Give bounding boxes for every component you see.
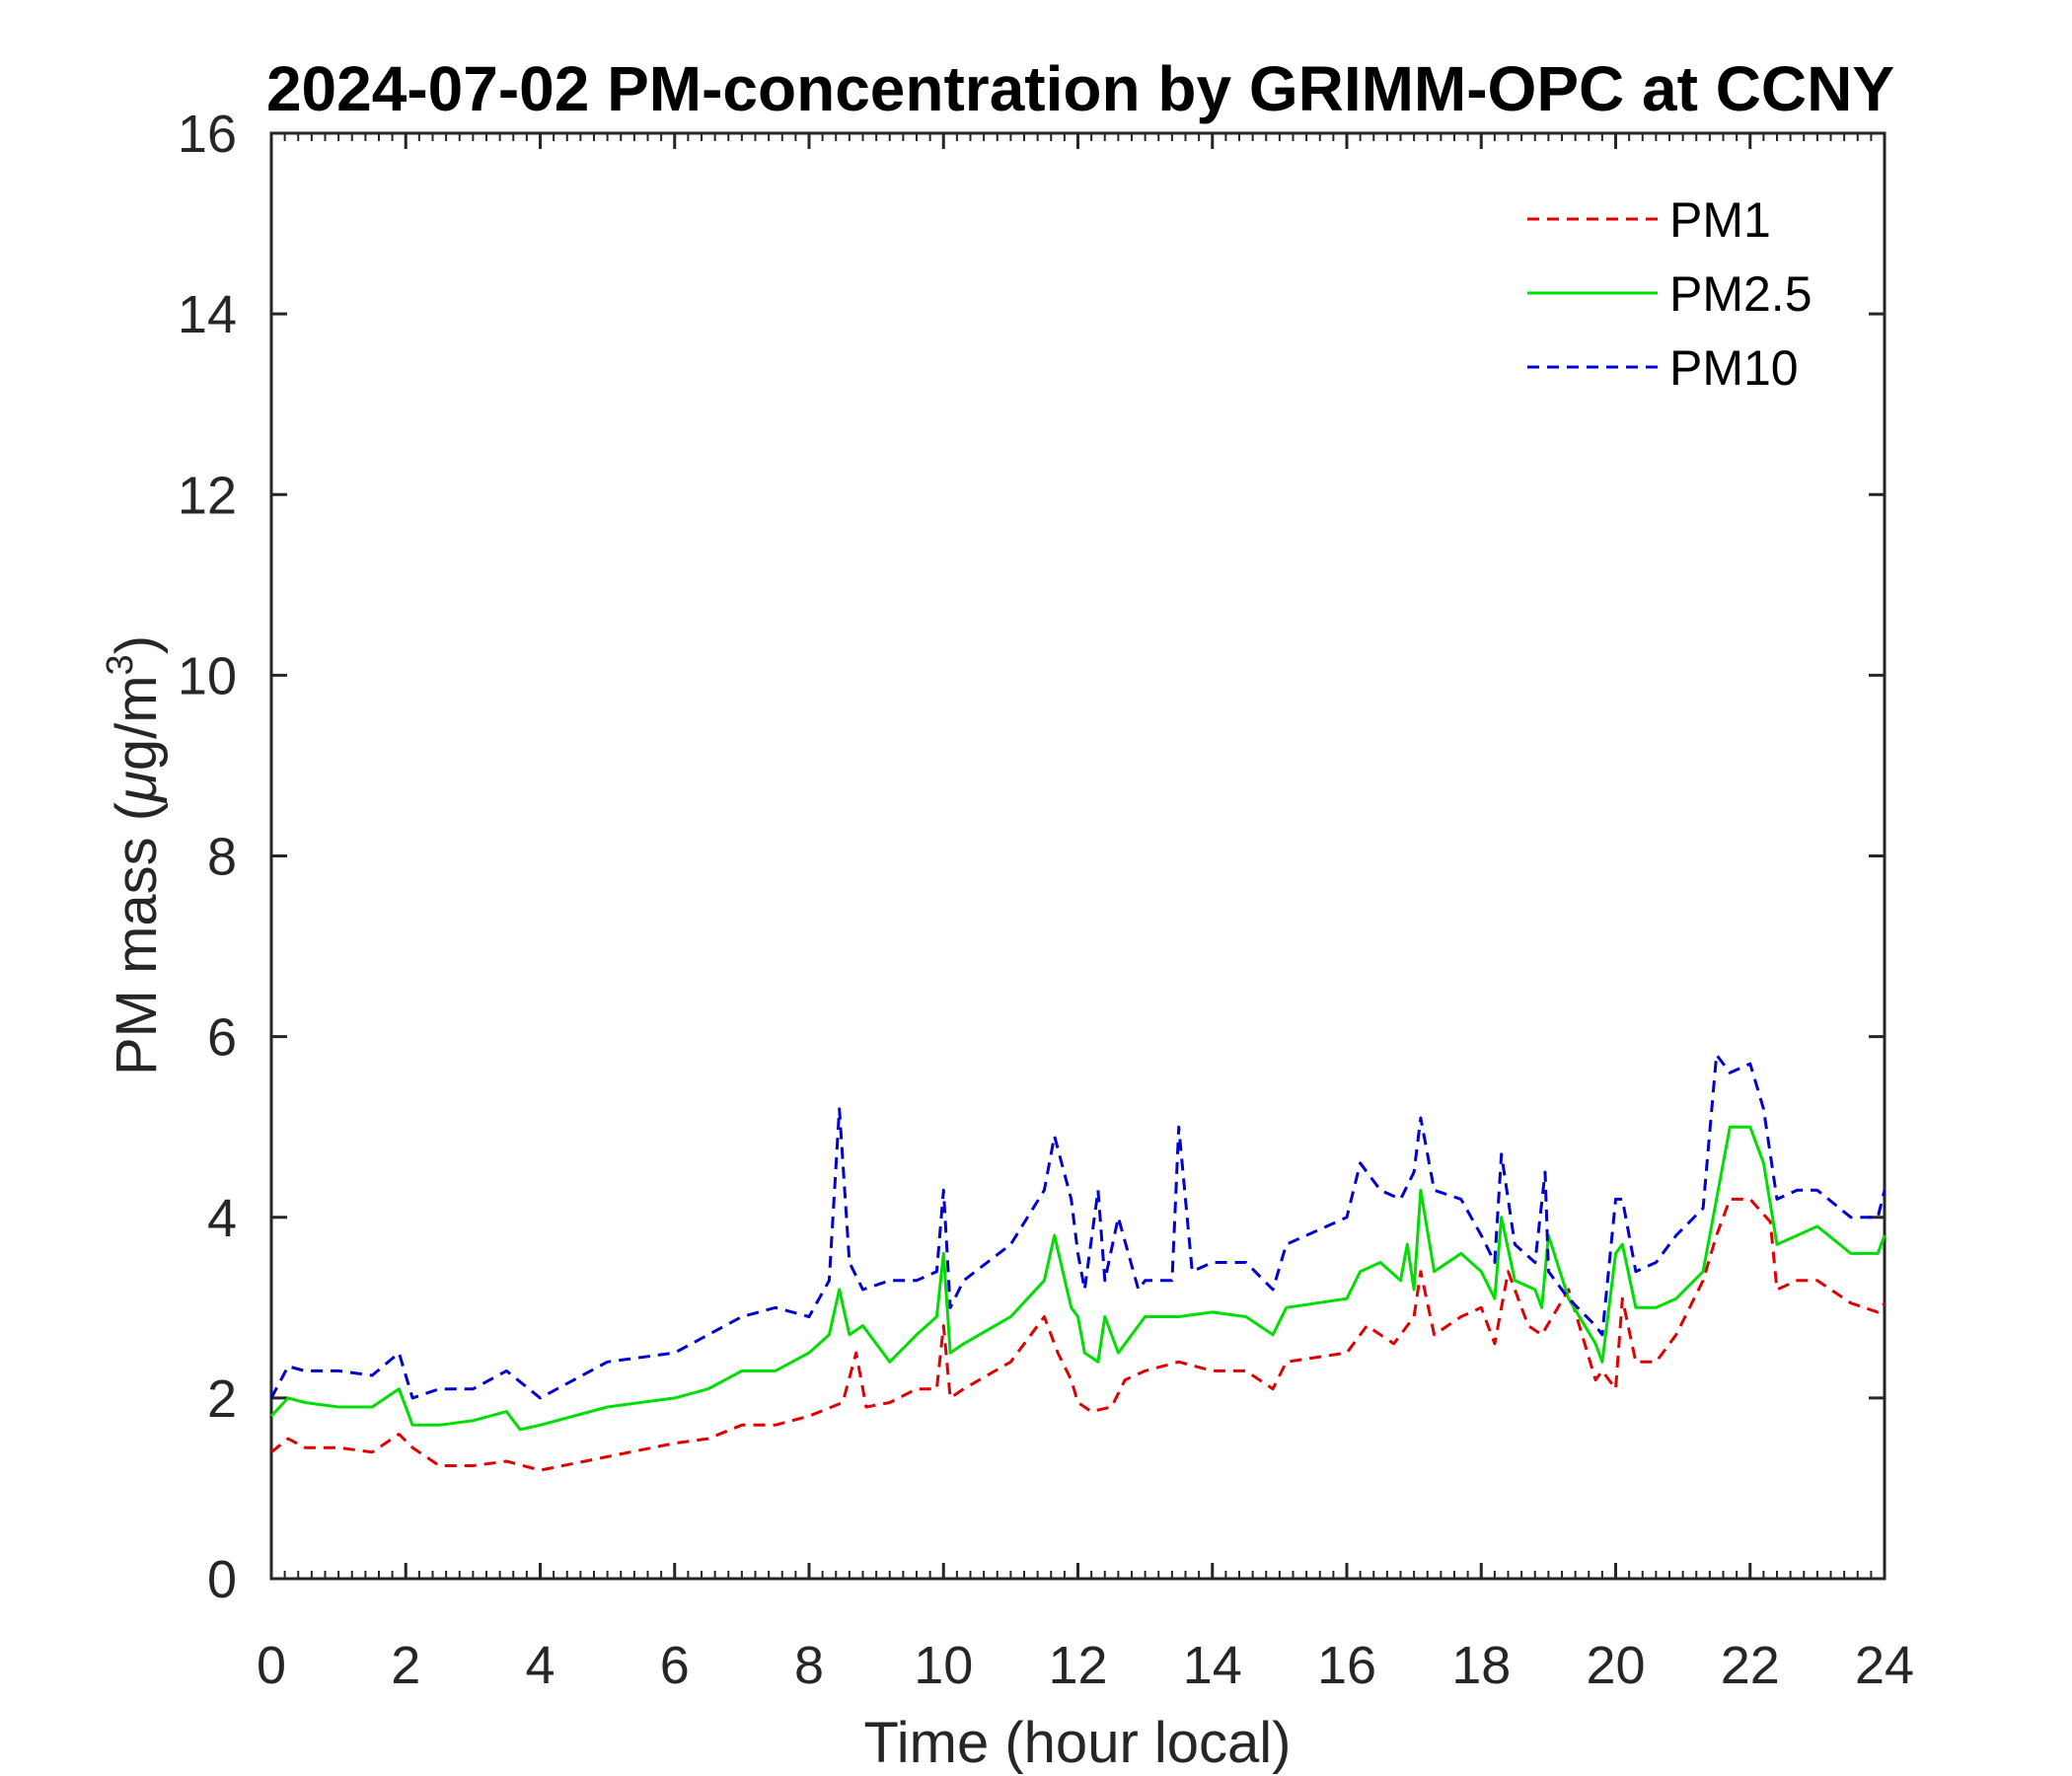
x-tick-label: 16 [1317, 1636, 1376, 1695]
x-tick-label: 8 [794, 1636, 824, 1695]
x-tick-label: 24 [1855, 1636, 1914, 1695]
x-tick-label: 18 [1451, 1636, 1511, 1695]
y-axis-label-mu: μ [105, 771, 169, 804]
y-axis-label-superscript: 3 [100, 654, 141, 675]
legend-label-pm10: PM10 [1669, 340, 1799, 396]
y-tick-label: 16 [178, 105, 237, 164]
y-axis-label-suffix: ) [105, 635, 169, 654]
y-axis-label: PM mass (μg/m3) [100, 635, 169, 1075]
y-tick-labels: 0 2 4 6 8 10 12 14 16 [178, 105, 237, 1609]
series-line-pm1 [270, 1197, 1887, 1472]
x-tick-label: 4 [525, 1636, 555, 1695]
y-tick-label: 8 [207, 828, 237, 887]
chart-title: 2024-07-02 PM-concentration by GRIMM-OPC… [266, 53, 1894, 124]
y-axis-label-unit: g/m [105, 675, 169, 771]
y-tick-label: 14 [178, 285, 237, 344]
plot-area [269, 131, 1887, 1581]
x-tick-label: 2 [391, 1636, 420, 1695]
x-axis-label: Time (hour local) [864, 1711, 1292, 1775]
y-tick-label: 10 [178, 646, 237, 705]
x-tick-label: 10 [914, 1636, 973, 1695]
legend-label-pm25: PM2.5 [1669, 266, 1813, 322]
x-tick-label: 12 [1048, 1636, 1107, 1695]
x-tick-label: 14 [1183, 1636, 1242, 1695]
y-tick-label: 4 [207, 1189, 237, 1248]
y-tick-label: 2 [207, 1369, 237, 1429]
x-tick-label: 22 [1721, 1636, 1780, 1695]
legend-label-pm1: PM1 [1669, 192, 1771, 248]
x-tick-label: 0 [257, 1636, 286, 1695]
y-axis-label-prefix: PM mass ( [105, 802, 169, 1075]
legend: PM1 PM2.5 PM10 [1527, 192, 1813, 396]
major-ticks [269, 131, 1887, 1581]
x-tick-label: 6 [660, 1636, 690, 1695]
y-tick-label: 6 [207, 1008, 237, 1068]
y-tick-label: 12 [178, 466, 237, 525]
series-layer [269, 1053, 1887, 1472]
x-tick-label: 20 [1586, 1636, 1645, 1695]
series-line-pm25 [269, 1125, 1887, 1432]
series-line-pm10 [269, 1053, 1887, 1400]
x-tick-labels: 0 2 4 6 8 10 12 14 16 18 20 22 24 [257, 1636, 1914, 1695]
y-tick-label: 0 [207, 1550, 237, 1609]
